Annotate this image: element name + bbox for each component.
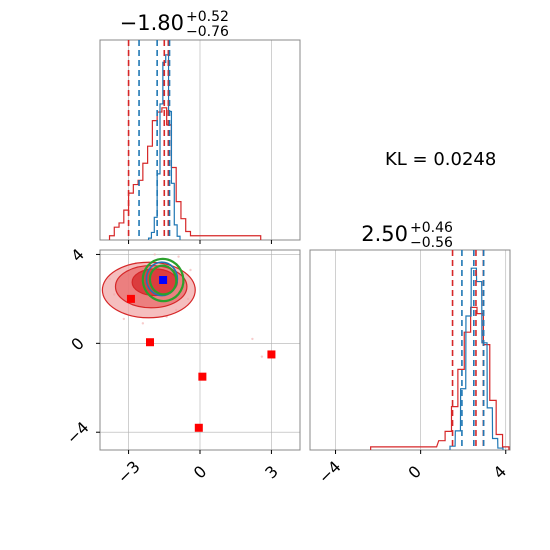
panel-top-left-title: −1.80	[120, 11, 184, 35]
panel-bottom-right-red-histogram	[370, 306, 510, 450]
panel-bottom-left-xtick-label-1: 0	[190, 462, 211, 483]
panel-bottom-right-histograms	[370, 267, 510, 450]
panel-top-left-grid	[128, 40, 272, 240]
panel-bottom-right-quantile-lines	[451, 250, 485, 450]
red-square-marker-0	[126, 294, 135, 303]
scatter-cloud-point-13	[153, 253, 156, 256]
panel-top-left-ticks	[128, 240, 272, 244]
panel-bottom-left-xtick-label-2: 3	[261, 462, 282, 483]
panel-bottom-left-xtick-label-0: −3	[114, 457, 144, 487]
panel-bottom-right-xtick-label-1: 0	[404, 462, 425, 483]
panel-top-left-title-median: −1.80	[120, 11, 184, 35]
kl-annotation: KL = 0.0248	[385, 149, 496, 170]
scatter-cloud-point-12	[177, 255, 180, 258]
panel-bottom-left-ytick-label-0: 4	[67, 245, 88, 266]
scatter-cloud-point-7	[141, 322, 145, 325]
red-square-marker-4	[267, 350, 276, 359]
panel-bottom-left-ytick-label-1: 0	[67, 334, 88, 355]
panel-bottom-right-grid	[335, 250, 507, 450]
panel-bottom-right-title-median: 2.50	[361, 222, 408, 246]
blue-square-marker	[159, 276, 168, 284]
green-contour-0	[141, 257, 185, 303]
red-square-marker-2	[198, 372, 207, 381]
panel-bottom-right-ticks: −4 0 4	[315, 450, 511, 487]
panel-top-left-red-histogram	[108, 107, 262, 240]
scatter-cloud-point-10	[251, 337, 254, 341]
red-square-marker-1	[146, 338, 154, 347]
panel-bottom-right-frame	[309, 249, 511, 451]
panel-bottom-right-xtick-label-2: 4	[490, 462, 511, 483]
panel-bottom-left-contours	[101, 257, 196, 319]
panel-top-left-title-plus: +0.52	[186, 9, 229, 25]
panel-bottom-left-ytick-label-2: −4	[63, 418, 93, 448]
panel-bottom-right-title-minus: −0.56	[410, 235, 453, 251]
panel-top-left-histograms	[108, 54, 262, 240]
blue-contour-0	[145, 261, 179, 297]
scatter-cloud-point-11	[260, 355, 264, 358]
panel-bottom-right-xtick-label-0: −4	[315, 457, 345, 487]
panel-bottom-right: 2.50 +0.46 −0.56 −4 0 4	[309, 220, 511, 487]
green-contour-1	[148, 264, 178, 296]
red-square-marker-3	[194, 423, 203, 432]
panel-top-left-quantile-lines	[127, 40, 171, 240]
panel-bottom-right-title-plus: +0.46	[410, 220, 453, 236]
panel-top-left: −1.80 +0.52 −0.76	[99, 9, 301, 244]
panel-bottom-left: −3 0 3 4 0 −4	[63, 245, 301, 487]
panel-top-left-title-minus: −0.76	[186, 24, 229, 40]
panel-bottom-left-points	[126, 276, 276, 432]
scatter-cloud-point-1	[122, 317, 126, 321]
scatter-cloud-point-6	[189, 268, 192, 272]
